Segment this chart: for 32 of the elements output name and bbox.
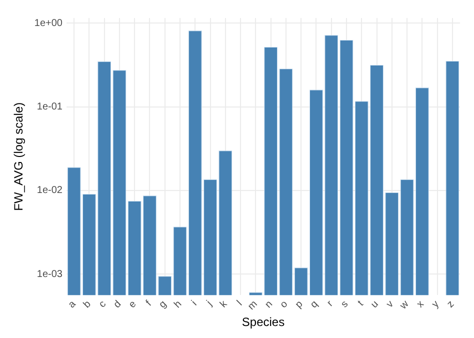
y-tick-label: 1e+00	[34, 18, 63, 29]
x-tick-label: d	[112, 298, 124, 310]
x-axis-title: Species	[242, 315, 285, 330]
x-tick-label: s	[339, 298, 351, 310]
x-tick-label: x	[414, 298, 426, 310]
x-tick-label: m	[246, 298, 260, 312]
x-tick-label: p	[293, 298, 306, 310]
x-tick-label: q	[308, 298, 320, 310]
y-tick-label: 1e-02	[36, 185, 63, 196]
x-tick-label: o	[278, 298, 290, 310]
x-tick-label: i	[190, 298, 200, 308]
x-tick-label: g	[157, 298, 169, 310]
x-tick-label: u	[369, 298, 381, 310]
y-tick-label: 1e-03	[36, 268, 63, 280]
x-tick-label: v	[384, 298, 396, 310]
x-tick-label: l	[235, 298, 245, 308]
x-tick-label: j	[204, 298, 214, 309]
x-tick-label: r	[325, 298, 336, 309]
x-tick-label: h	[172, 298, 184, 310]
x-tick-label: e	[126, 298, 139, 310]
y-tick-label: 1e-01	[36, 102, 63, 113]
x-tick-label: a	[66, 298, 78, 310]
x-tick-label: n	[263, 298, 275, 310]
x-tick-label: w	[397, 298, 412, 312]
x-tick-label: c	[97, 298, 108, 310]
x-tick-label: z	[445, 298, 456, 310]
y-axis-title: FW_AVG (log scale)	[12, 102, 26, 211]
x-tick-label: b	[82, 298, 94, 310]
x-tick-label: f	[144, 298, 154, 308]
x-tick-label: y	[430, 298, 442, 310]
x-tick-label: k	[218, 298, 230, 310]
x-tick-label: t	[356, 298, 366, 308]
